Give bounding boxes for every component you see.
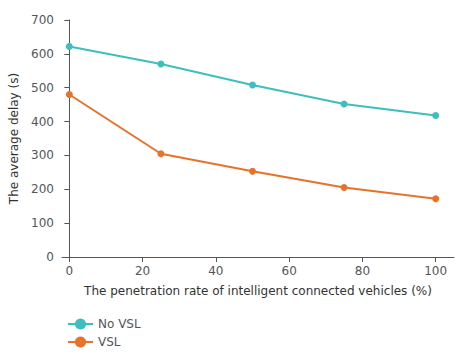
svg-text:80: 80: [355, 264, 370, 278]
svg-text:0: 0: [66, 264, 74, 278]
svg-text:100: 100: [31, 216, 54, 230]
svg-text:60: 60: [281, 264, 296, 278]
svg-text:No VSL: No VSL: [98, 317, 141, 331]
svg-text:600: 600: [31, 47, 54, 61]
svg-text:The average delay (s): The average delay (s): [7, 73, 21, 205]
svg-text:40: 40: [208, 264, 223, 278]
svg-text:400: 400: [31, 115, 54, 129]
svg-text:500: 500: [31, 81, 54, 95]
svg-text:0: 0: [46, 250, 54, 264]
svg-text:300: 300: [31, 148, 54, 162]
svg-text:20: 20: [135, 264, 150, 278]
svg-text:100: 100: [424, 264, 447, 278]
svg-text:The penetration rate of intell: The penetration rate of intelligent conn…: [83, 284, 432, 298]
svg-text:VSL: VSL: [98, 335, 121, 349]
svg-text:200: 200: [31, 182, 54, 196]
svg-text:700: 700: [31, 13, 54, 27]
